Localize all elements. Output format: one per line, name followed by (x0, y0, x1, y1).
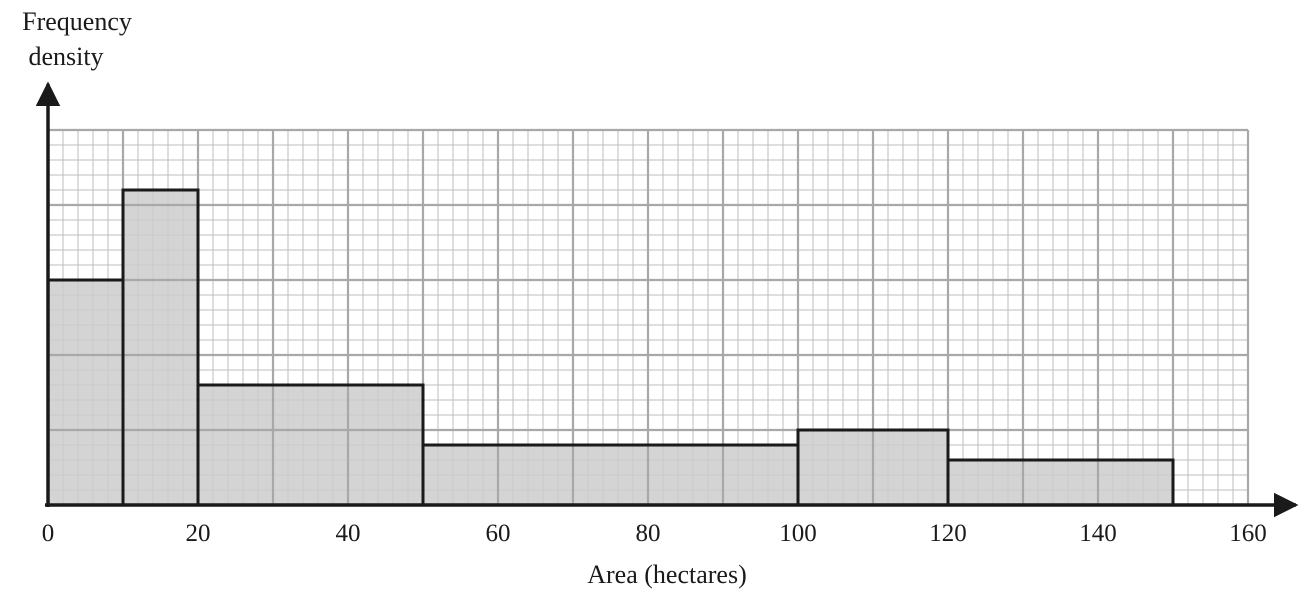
histogram-bar (48, 280, 123, 505)
y-axis-title-line-2: density (28, 42, 103, 71)
x-tick-label: 20 (186, 520, 211, 547)
histogram-bar (123, 190, 198, 505)
x-tick-label: 80 (636, 520, 661, 547)
y-axis-title-line-1: Frequency (22, 7, 132, 36)
x-tick-label: 120 (929, 520, 967, 547)
histogram-bar (948, 460, 1173, 505)
histogram-bar (198, 385, 423, 505)
x-tick-label: 60 (486, 520, 511, 547)
x-tick-labels: 0 20 40 60 80 100 120 140 160 (42, 520, 1267, 547)
x-tick-label: 160 (1229, 520, 1267, 547)
x-tick-label: 140 (1079, 520, 1117, 547)
x-tick-label: 100 (779, 520, 817, 547)
histogram-bar-outlines (46, 188, 1175, 507)
x-tick-label: 0 (42, 520, 55, 547)
histogram-bar (423, 445, 798, 505)
axes (35, 81, 1299, 518)
x-axis-title: Area (hectares) (587, 560, 747, 589)
x-tick-label: 40 (336, 520, 361, 547)
